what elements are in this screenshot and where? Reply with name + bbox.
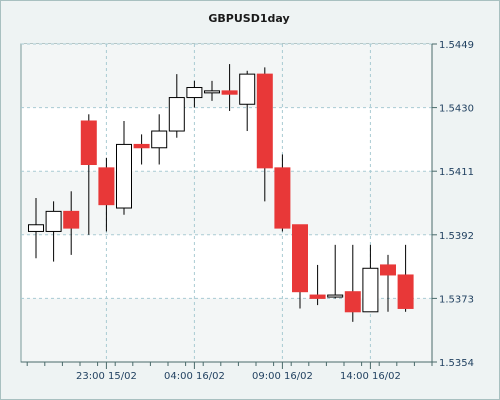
candle-body-up [362, 267, 379, 313]
y-tick-label: 1.5411 [439, 167, 474, 178]
candle [186, 80, 203, 108]
y-tick-label: 1.5354 [439, 358, 474, 369]
candle [344, 244, 361, 322]
plot-band [21, 171, 432, 235]
candle [221, 64, 238, 111]
candle [362, 244, 379, 313]
candle-body-up [168, 97, 185, 132]
candle-body-down [221, 90, 238, 95]
candle-body-down [397, 274, 414, 309]
candle-body-up [327, 294, 344, 298]
candle [327, 244, 344, 299]
candle [116, 120, 132, 215]
candle-body-up [186, 87, 203, 99]
x-tick-label: 09:00 16/02 [252, 371, 313, 382]
candle [133, 134, 150, 165]
candle [380, 254, 396, 312]
chart-title: GBPUSD1day [208, 12, 289, 25]
candle-body-up [239, 73, 256, 105]
candle [397, 244, 414, 312]
candle [63, 191, 80, 255]
candle-body-down [344, 291, 361, 313]
candle [98, 157, 115, 232]
candle [309, 264, 326, 306]
plot-band [21, 44, 432, 108]
candle-body-down [274, 167, 291, 229]
candle [45, 201, 62, 262]
candle-body-down [98, 167, 115, 206]
candle-body-down [63, 210, 80, 229]
candle-body-down [80, 120, 97, 166]
candle [168, 74, 185, 138]
candle [80, 114, 97, 235]
candle [204, 80, 220, 101]
x-tick-label: 04:00 16/02 [164, 371, 225, 382]
candle-body-up [45, 210, 62, 232]
x-tick-label: 14:00 16/02 [340, 371, 401, 382]
candle [151, 114, 168, 165]
candle [239, 70, 256, 132]
y-tick-label: 1.5430 [439, 104, 474, 115]
y-tick-label: 1.5392 [439, 231, 474, 242]
candle-body-up [28, 224, 44, 232]
candle-body-up [204, 90, 220, 94]
x-tick-label: 23:00 15/02 [76, 371, 137, 382]
candle-body-down [309, 294, 326, 299]
candle-body-down [256, 73, 273, 169]
candle [28, 197, 44, 259]
candle-body-down [292, 224, 308, 293]
candle-body-up [151, 130, 168, 149]
candle [292, 224, 308, 309]
candle-body-down [380, 264, 396, 276]
candle [274, 154, 291, 232]
candle-body-up [116, 143, 132, 209]
y-tick-label: 1.5449 [439, 40, 474, 51]
candle [256, 67, 273, 202]
candle-body-down [133, 143, 150, 149]
y-tick-label: 1.5373 [439, 294, 474, 305]
